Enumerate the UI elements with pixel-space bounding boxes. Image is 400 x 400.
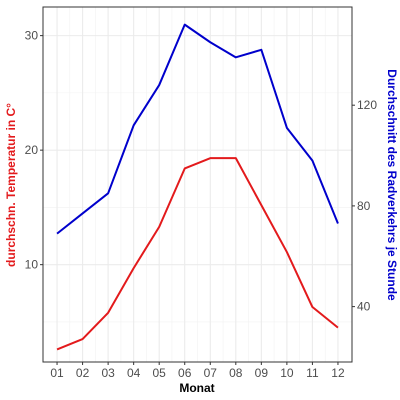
y-left-tick-label: 20 (25, 143, 39, 157)
x-tick-label: 11 (306, 366, 319, 380)
x-tick-label: 05 (153, 366, 167, 380)
x-tick-label: 07 (204, 366, 218, 380)
series-line-bike-traffic (56, 23, 339, 235)
grid-lines (43, 7, 352, 362)
y-right-tick-label: 80 (357, 199, 371, 213)
x-tick-label: 09 (255, 366, 269, 380)
x-tick-label: 03 (101, 366, 115, 380)
x-tick-label: 10 (280, 366, 294, 380)
x-axis-title: Monat (179, 381, 214, 395)
x-tick-label: 08 (229, 366, 243, 380)
series-line-temperature (56, 157, 339, 351)
y-axis-left-title: durchschn. Temperatur in C° (4, 103, 18, 267)
y-right-tick-label: 120 (357, 98, 377, 112)
y-right-tick-label: 40 (357, 300, 371, 314)
x-tick-label: 02 (76, 366, 90, 380)
plot-panel-border (42, 6, 353, 363)
x-tick-label: 01 (50, 366, 64, 380)
y-axis-right-title: Durchschnitt des Radverkehrs je Stunde (385, 69, 399, 301)
axis-ticks (40, 35, 355, 365)
y-left-tick-label: 10 (25, 258, 39, 272)
tick-labels: 01 02 03 04 05 06 07 08 09 10 11 12 10 20 30 40 80 120 (25, 29, 378, 380)
x-tick-label: 04 (127, 366, 141, 380)
series-lines (56, 23, 339, 351)
x-tick-label: 06 (178, 366, 192, 380)
x-tick-label: 12 (331, 366, 345, 380)
y-left-tick-label: 30 (25, 29, 39, 43)
